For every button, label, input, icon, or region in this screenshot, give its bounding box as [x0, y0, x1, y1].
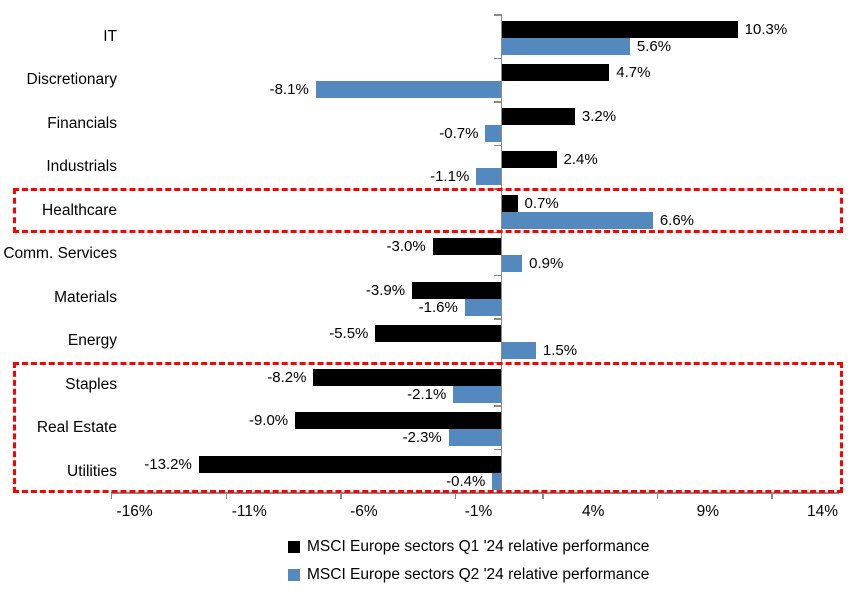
value-axis-tick [494, 101, 502, 103]
x-axis-tick [340, 492, 342, 499]
q1-value-label: -9.0% [248, 412, 289, 430]
category-label: IT [103, 28, 117, 45]
x-tick-label: -6% [350, 502, 378, 520]
value-axis-tick [494, 144, 502, 147]
category-label: Discretionary [26, 71, 117, 89]
q2-value-label: -0.4% [446, 472, 486, 490]
q2-bar [501, 255, 523, 273]
x-axis-tick [225, 492, 228, 499]
q1-bar [501, 21, 738, 38]
q1-bar [501, 194, 518, 212]
x-tick-label: -16% [116, 502, 153, 520]
q2-bar [453, 385, 502, 403]
q1-value-label: 10.3% [744, 21, 788, 38]
value-axis-line [500, 15, 503, 493]
x-axis-tick [771, 492, 773, 499]
category-label: Utilities [67, 462, 117, 480]
value-axis-tick [494, 318, 502, 320]
highlight-box-healthcare [13, 188, 843, 233]
category-label: Real Estate [36, 419, 117, 437]
legend-swatch-q2-icon [288, 569, 300, 581]
legend: MSCI Europe sectors Q1 '24 relative perf… [288, 533, 649, 589]
category-label: Healthcare [42, 201, 117, 219]
legend-item-q1: MSCI Europe sectors Q1 '24 relative perf… [288, 533, 649, 561]
value-axis-tick [494, 448, 502, 451]
q2-value-label: 1.5% [542, 342, 578, 360]
legend-swatch-q1-icon [288, 541, 300, 553]
q2-bar [485, 124, 502, 142]
x-axis-tick [542, 492, 544, 499]
q2-value-label: -8.1% [269, 81, 309, 99]
x-axis-tick [656, 492, 659, 499]
q1-bar [501, 64, 610, 82]
q1-value-label: -5.5% [329, 325, 369, 343]
x-tick-label: 14% [807, 502, 839, 520]
x-axis-tick [110, 492, 113, 499]
q1-value-label: -3.0% [386, 238, 426, 256]
q2-bar [476, 168, 502, 186]
q2-bar [315, 81, 502, 99]
x-axis-tick [454, 492, 457, 499]
q2-value-label: 5.6% [636, 38, 672, 55]
q2-bar [492, 472, 502, 490]
category-label: Energy [67, 332, 117, 350]
q2-value-label: -1.6% [418, 298, 458, 316]
q1-value-label: -3.9% [365, 281, 406, 299]
q1-bar [295, 412, 502, 430]
q2-value-label: -0.7% [439, 124, 479, 142]
x-tick-label: 4% [582, 502, 605, 520]
q1-bar [412, 281, 502, 299]
category-label: Comm. Services [3, 245, 117, 263]
x-tick-label: 9% [696, 502, 720, 520]
q1-bar [501, 107, 575, 125]
q1-bar [375, 325, 502, 343]
q2-value-label: 0.9% [529, 255, 564, 273]
q1-value-label: -8.2% [267, 368, 307, 386]
category-label: Staples [65, 375, 117, 393]
q1-bar [198, 455, 502, 473]
value-axis-tick [494, 274, 502, 277]
q2-bar [464, 298, 502, 316]
q1-bar [313, 368, 502, 386]
q1-bar [432, 238, 502, 256]
q2-bar [501, 38, 630, 55]
q2-value-label: -2.1% [407, 385, 447, 403]
highlight-box-defensives [13, 362, 843, 494]
legend-label: MSCI Europe sectors Q1 '24 relative perf… [307, 538, 650, 555]
q2-bar [501, 211, 653, 229]
legend-label: MSCI Europe sectors Q2 '24 relative perf… [307, 566, 650, 583]
q1-bar [501, 151, 557, 169]
legend-item-q2: MSCI Europe sectors Q2 '24 relative perf… [288, 561, 649, 589]
category-label: Industrials [46, 158, 117, 176]
q1-value-label: 2.4% [563, 151, 598, 169]
x-tick-label: -1% [464, 502, 493, 520]
value-axis-tick [494, 57, 502, 60]
q1-value-label: 0.7% [524, 194, 559, 212]
q2-value-label: -2.3% [402, 429, 442, 447]
q2-value-label: -1.1% [430, 168, 470, 186]
category-label: Materials [54, 288, 117, 306]
category-label: Financials [47, 114, 117, 132]
value-axis-tick [494, 14, 502, 16]
value-axis-tick [494, 405, 502, 407]
q2-bar [501, 342, 536, 360]
q2-value-label: 6.6% [659, 211, 695, 229]
x-tick-label: -11% [231, 502, 267, 520]
q1-value-label: 4.7% [616, 64, 651, 82]
q2-bar [448, 429, 502, 447]
q1-value-label: 3.2% [581, 107, 617, 125]
q1-value-label: -13.2% [144, 455, 192, 473]
